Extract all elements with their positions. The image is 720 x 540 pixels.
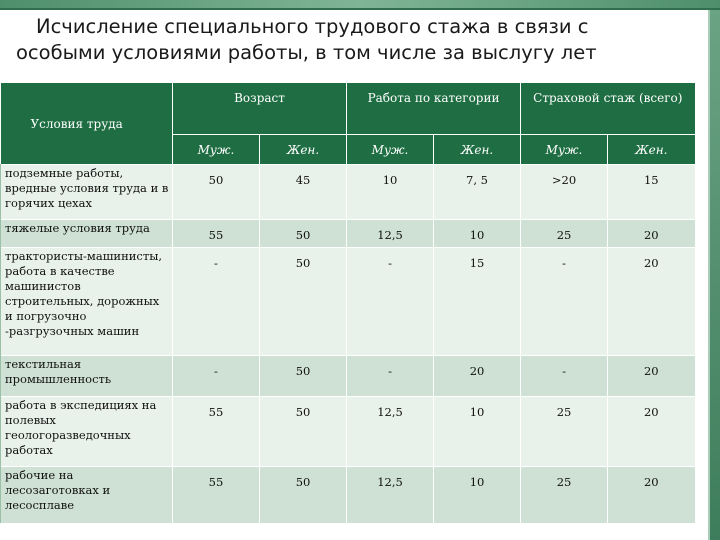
table-cell: 10 xyxy=(346,164,434,220)
subheader-male: Муж. xyxy=(520,134,608,165)
table-cell: - xyxy=(520,355,608,397)
table-cell: 7, 5 xyxy=(433,164,521,220)
row-label: трактористы-машинисты, работа в качестве… xyxy=(0,247,173,356)
table-cell: 20 xyxy=(607,355,695,397)
table-cell: 25 xyxy=(520,396,608,467)
subheader-female: Жен. xyxy=(258,134,347,165)
header-group-category: Работа по категории xyxy=(346,83,521,135)
table-cell: 12,5 xyxy=(346,396,434,467)
row-label: тяжелые условия труда xyxy=(0,219,173,248)
table-cell: 15 xyxy=(607,164,695,220)
table-cell: >20 xyxy=(520,164,608,220)
table-cell: 50 xyxy=(258,466,347,523)
table-cell: - xyxy=(346,355,434,397)
table-cell: 50 xyxy=(258,247,347,356)
slide-title-line-2: особыми условиями работы, в том числе за… xyxy=(16,41,597,64)
table-cell: 12,5 xyxy=(346,466,434,523)
table-cell: 55 xyxy=(172,396,260,467)
table-row: трактористы-машинисты, работа в качестве… xyxy=(0,247,695,356)
table-cell: 10 xyxy=(433,396,521,467)
table-cell: 10 xyxy=(433,219,521,248)
right-decor-accent xyxy=(708,10,710,540)
subheader-female: Жен. xyxy=(433,134,521,165)
header-conditions: Условия труда xyxy=(0,83,173,165)
table-cell: 25 xyxy=(520,466,608,523)
table-cell: 55 xyxy=(172,466,260,523)
table-row: текстильная промышленность - 50 - 20 - 2… xyxy=(0,355,695,397)
seniority-table: Условия труда Возраст Работа по категори… xyxy=(0,83,695,523)
top-decor-line xyxy=(0,8,720,10)
row-label: подземные работы, вредные условия труда … xyxy=(0,164,173,220)
header-group-age: Возраст xyxy=(171,83,347,135)
table-cell: 10 xyxy=(433,466,521,523)
table-row: работа в экспедициях на полевых геологор… xyxy=(0,396,695,467)
row-label: текстильная промышленность xyxy=(0,355,173,397)
table-cell: 20 xyxy=(607,219,695,248)
table-cell: 50 xyxy=(258,396,347,467)
table-cell: 25 xyxy=(520,219,608,248)
table-cell: - xyxy=(520,247,608,356)
table-row: подземные работы, вредные условия труда … xyxy=(0,164,695,220)
table-cell: 15 xyxy=(433,247,521,356)
top-decor-strip xyxy=(0,0,720,8)
table-cell: 20 xyxy=(607,396,695,467)
table-cell: 50 xyxy=(258,219,347,248)
table-cell: - xyxy=(172,247,260,356)
table-cell: 20 xyxy=(607,247,695,356)
row-label: работа в экспедициях на полевых геологор… xyxy=(0,396,173,467)
subheader-male: Муж. xyxy=(346,134,434,165)
table-cell: 50 xyxy=(258,355,347,397)
table-cell: 55 xyxy=(172,219,260,248)
slide-title-line-1: Исчисление специального трудового стажа … xyxy=(36,15,589,38)
table-row: тяжелые условия труда 55 50 12,5 10 25 2… xyxy=(0,219,695,248)
subheader-male: Муж. xyxy=(172,134,260,165)
table-cell: 20 xyxy=(607,466,695,523)
table-cell: 45 xyxy=(258,164,347,220)
table-cell: - xyxy=(172,355,260,397)
table-row: рабочие на лесозаготовках и лесосплаве 5… xyxy=(0,466,695,523)
table-cell: 12,5 xyxy=(346,219,434,248)
row-label: рабочие на лесозаготовках и лесосплаве xyxy=(0,466,173,523)
table-cell: 20 xyxy=(433,355,521,397)
slide-title: Исчисление специального трудового стажа … xyxy=(16,14,692,66)
header-group-insurance: Страховой стаж (всего) xyxy=(520,83,695,135)
right-decor-bar xyxy=(710,10,720,540)
table-cell: 50 xyxy=(172,164,260,220)
table-cell: - xyxy=(346,247,434,356)
subheader-female: Жен. xyxy=(607,134,695,165)
